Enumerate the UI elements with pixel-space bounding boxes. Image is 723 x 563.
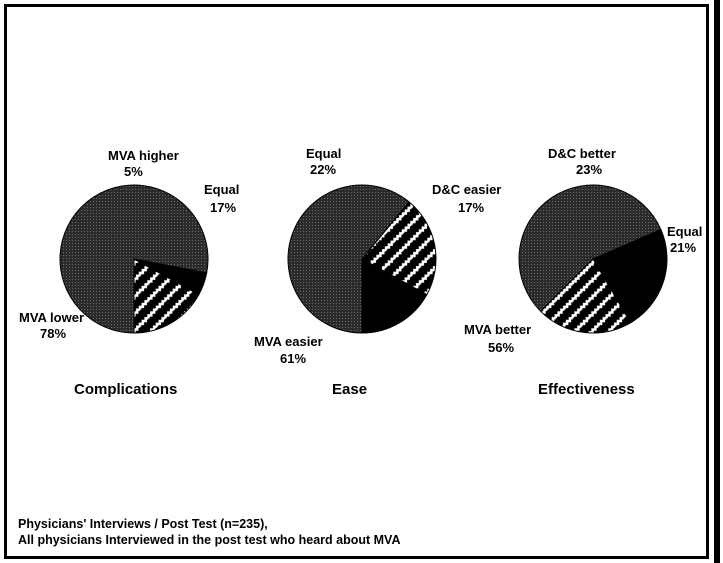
slice-label: MVA higher	[108, 148, 179, 163]
figure-frame	[4, 4, 709, 559]
slice-label: D&C easier	[432, 182, 501, 197]
slice-value: 23%	[576, 162, 602, 177]
slice-label: Equal	[204, 182, 239, 197]
slice-label: Equal	[306, 146, 341, 161]
pie-ease	[287, 184, 437, 334]
pie-slice	[133, 258, 200, 334]
slice-value: 17%	[458, 200, 484, 215]
slice-value: 5%	[124, 164, 143, 179]
chart-title-effectiveness: Effectiveness	[538, 381, 635, 398]
slice-value: 56%	[488, 340, 514, 355]
pie-slice	[361, 258, 428, 334]
pie-complications	[59, 184, 209, 334]
slice-label: Equal	[667, 224, 702, 239]
pie-effectiveness	[518, 184, 668, 334]
slice-value: 22%	[310, 162, 336, 177]
slice-label: MVA lower	[19, 310, 84, 325]
pie-slice	[287, 184, 410, 334]
pie-slice	[592, 228, 668, 324]
slice-value: 17%	[210, 200, 236, 215]
chart-title-ease: Ease	[332, 381, 367, 398]
footnote-line-2: All physicians Interviewed in the post t…	[18, 533, 401, 547]
pie-slice	[539, 258, 632, 334]
pie-slice	[361, 201, 437, 296]
frame-edge	[714, 0, 720, 563]
footnote: Physicians' Interviews / Post Test (n=23…	[18, 516, 400, 548]
chart-title-complications: Complications	[74, 381, 177, 398]
footnote-line-1: Physicians' Interviews / Post Test (n=23…	[18, 517, 268, 531]
slice-value: 61%	[280, 351, 306, 366]
slice-label: MVA better	[464, 322, 531, 337]
pie-slice	[518, 184, 662, 313]
slice-label: D&C better	[548, 146, 616, 161]
pie-slice	[59, 184, 209, 334]
slice-label: MVA easier	[254, 334, 323, 349]
slice-value: 21%	[670, 240, 696, 255]
slice-value: 78%	[40, 326, 66, 341]
